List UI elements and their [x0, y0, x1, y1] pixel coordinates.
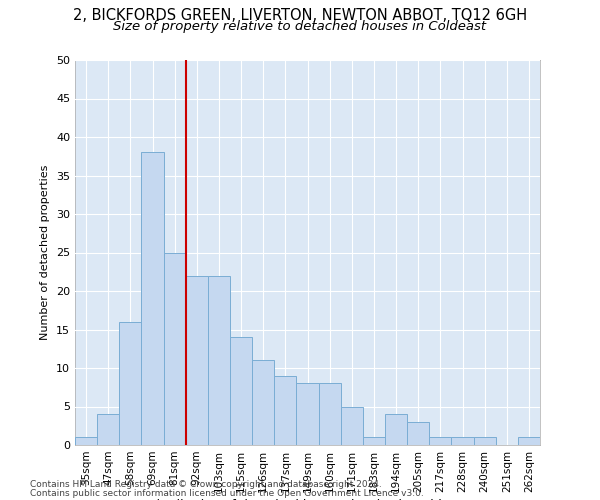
Bar — [230, 337, 252, 445]
Text: Contains HM Land Registry data © Crown copyright and database right 2024.: Contains HM Land Registry data © Crown c… — [30, 480, 382, 489]
Y-axis label: Number of detached properties: Number of detached properties — [40, 165, 50, 340]
Bar — [296, 384, 319, 445]
Bar — [451, 438, 473, 445]
Bar — [274, 376, 296, 445]
Bar — [429, 438, 451, 445]
Bar — [319, 384, 341, 445]
Bar — [186, 276, 208, 445]
Bar — [363, 438, 385, 445]
Bar — [473, 438, 496, 445]
Bar — [97, 414, 119, 445]
Bar — [208, 276, 230, 445]
Bar — [119, 322, 142, 445]
Bar — [518, 438, 540, 445]
Bar — [407, 422, 429, 445]
Bar — [252, 360, 274, 445]
X-axis label: Distribution of detached houses by size in Coldeast: Distribution of detached houses by size … — [146, 499, 469, 500]
Text: Contains public sector information licensed under the Open Government Licence v3: Contains public sector information licen… — [30, 488, 424, 498]
Text: Size of property relative to detached houses in Coldeast: Size of property relative to detached ho… — [113, 20, 487, 33]
Bar — [385, 414, 407, 445]
Bar — [75, 438, 97, 445]
Text: 2, BICKFORDS GREEN, LIVERTON, NEWTON ABBOT, TQ12 6GH: 2, BICKFORDS GREEN, LIVERTON, NEWTON ABB… — [73, 8, 527, 22]
Bar — [341, 406, 363, 445]
Bar — [142, 152, 164, 445]
Bar — [164, 252, 186, 445]
